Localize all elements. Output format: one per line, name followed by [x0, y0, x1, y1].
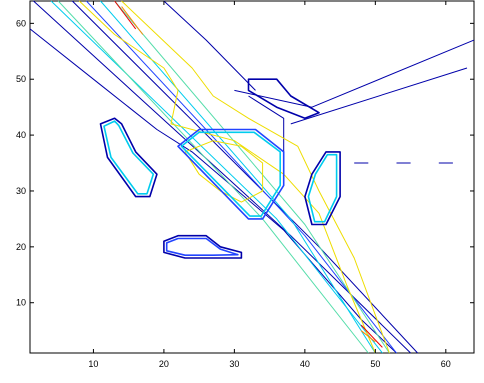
- contour-line-9: [50, 0, 383, 354]
- contour-line-13: [78, 0, 376, 354]
- y-axis: 10 20 30 40 50 60: [16, 18, 474, 308]
- contour-line-21: [180, 131, 282, 217]
- contour-line-15: [184, 140, 264, 203]
- contour-line-17: [360, 330, 376, 343]
- x-tick-label-40: 40: [300, 359, 310, 369]
- y-tick-label-30: 30: [16, 186, 26, 196]
- x-tick-label-10: 10: [88, 359, 98, 369]
- contour-line-4: [234, 39, 475, 108]
- x-tick-label-20: 20: [159, 359, 169, 369]
- contour-line-14: [121, 0, 390, 354]
- contour-line-2: [71, 0, 418, 354]
- y-tick-label-60: 60: [16, 18, 26, 28]
- contour-line-25: [307, 153, 338, 223]
- contour-line-5: [248, 95, 285, 163]
- x-tick-label-60: 60: [441, 359, 451, 369]
- contour-line-18: [114, 0, 137, 30]
- contour-line-20: [177, 128, 285, 220]
- x-tick-label-50: 50: [370, 359, 380, 369]
- contour-line-28: [247, 78, 320, 120]
- contour-line-7: [163, 0, 256, 91]
- contour-line-22: [99, 117, 158, 198]
- contour-line-8: [86, 0, 397, 354]
- y-tick-label-20: 20: [16, 242, 26, 252]
- y-tick-label-40: 40: [16, 130, 26, 140]
- contour-line-12: [114, 0, 390, 354]
- contour-line-16: [121, 6, 144, 35]
- plot-frame: [29, 0, 475, 354]
- contour-line-1: [33, 0, 411, 354]
- contour-line-10: [100, 0, 376, 354]
- contour-line-24: [304, 151, 341, 226]
- y-tick-label-10: 10: [16, 298, 26, 308]
- contour-lines: [29, 0, 475, 354]
- x-axis: 10 20 30 40 50 60: [88, 1, 451, 369]
- y-tick-label-50: 50: [16, 74, 26, 84]
- contour-line-6: [290, 67, 468, 125]
- contour-line-26: [163, 234, 243, 259]
- contour-line-3: [29, 28, 397, 354]
- contour-line-19: [360, 324, 383, 348]
- contour-line-27: [165, 237, 239, 256]
- x-tick-label-30: 30: [229, 359, 239, 369]
- contour-line-11: [57, 0, 369, 354]
- contour-line-23: [103, 120, 155, 195]
